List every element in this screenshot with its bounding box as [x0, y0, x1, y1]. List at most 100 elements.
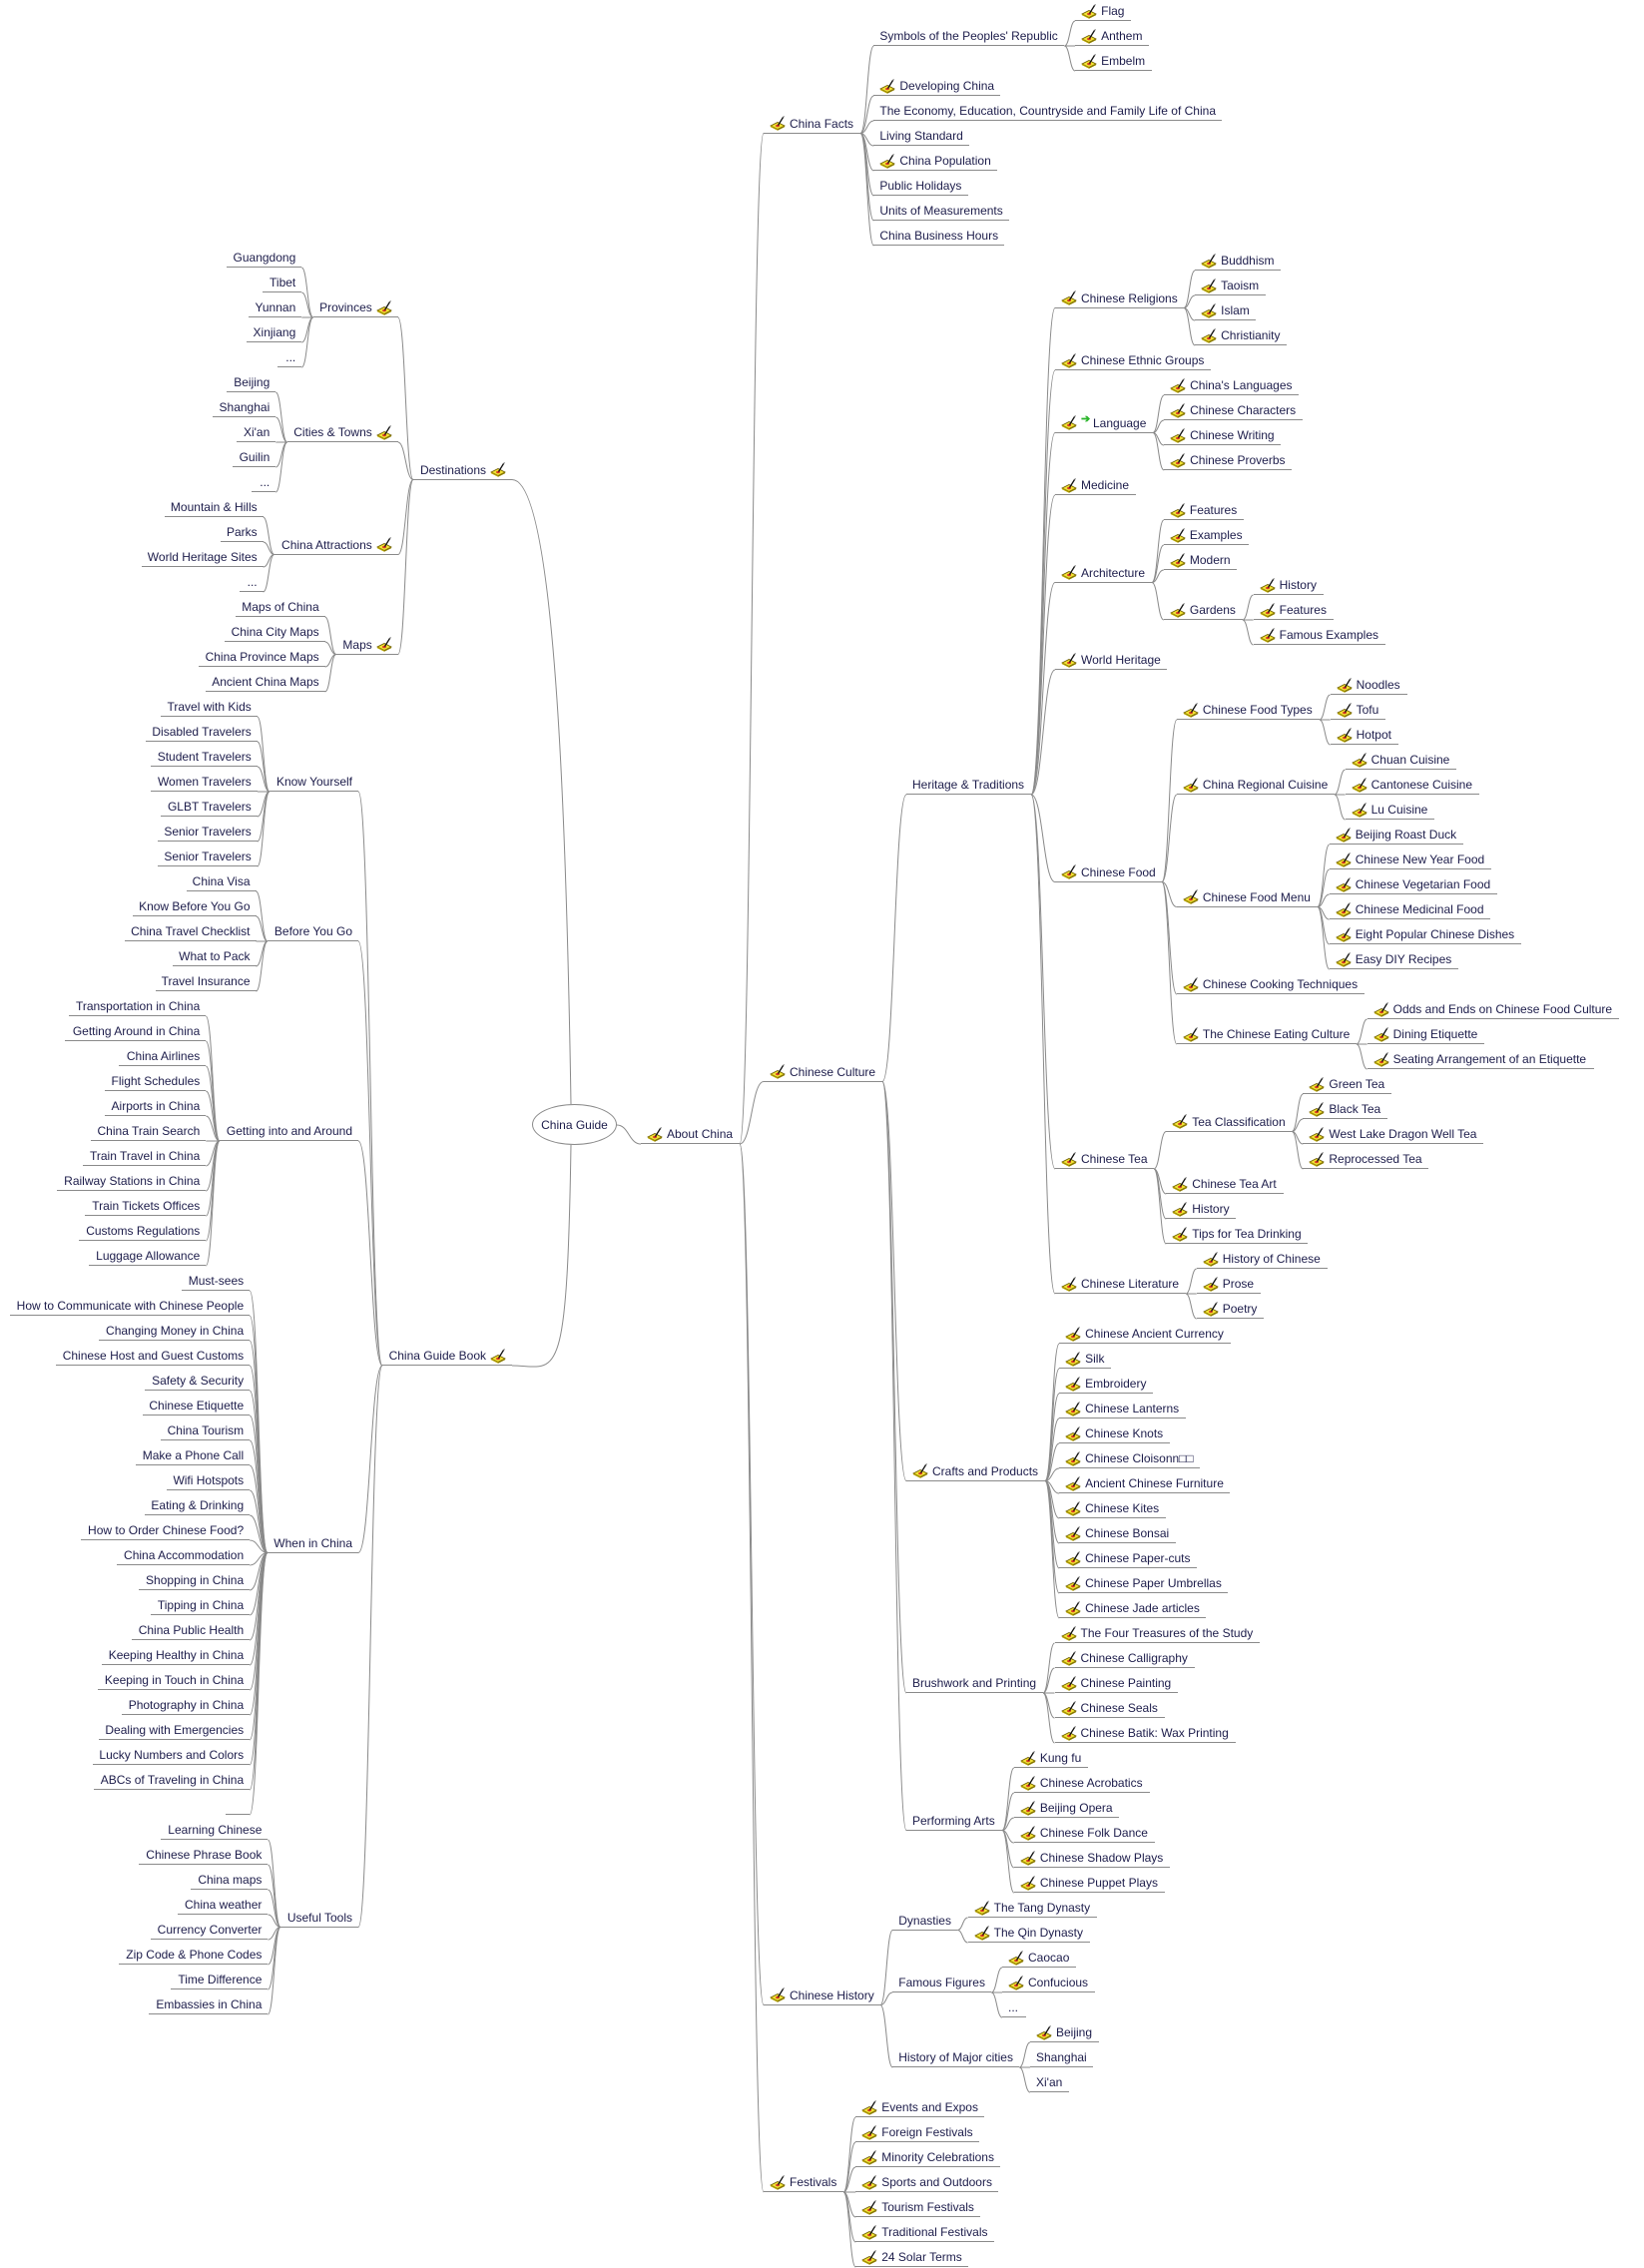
node-features[interactable]: Features: [1253, 601, 1334, 620]
node-easy-diy-recipes[interactable]: Easy DIY Recipes: [1329, 950, 1458, 969]
node-chinese-vegetarian-food[interactable]: Chinese Vegetarian Food: [1329, 875, 1497, 894]
node-chinese-ethnic-groups[interactable]: Chinese Ethnic Groups: [1055, 351, 1211, 370]
node-beijing[interactable]: Beijing: [1030, 2023, 1099, 2042]
node-the-tang-dynasty[interactable]: The Tang Dynasty: [967, 1899, 1097, 1918]
node-history-of-chinese[interactable]: History of Chinese: [1196, 1250, 1328, 1269]
node-minority-celebrations[interactable]: Minority Celebrations: [855, 2148, 1001, 2167]
node-luggage-allowance[interactable]: Luggage Allowance: [89, 1247, 207, 1266]
node-history[interactable]: History: [1253, 576, 1324, 595]
node-before-you-go[interactable]: Before You Go: [268, 922, 358, 941]
node-chinese-folk-dance[interactable]: Chinese Folk Dance: [1013, 1824, 1155, 1843]
node-developing-china[interactable]: Developing China: [873, 77, 1001, 96]
node-getting-into-and-around[interactable]: Getting into and Around: [220, 1122, 358, 1141]
node-chinese-seals[interactable]: Chinese Seals: [1054, 1699, 1165, 1718]
node-embelm[interactable]: Embelm: [1075, 52, 1153, 71]
node-railway-stations-in-china[interactable]: Railway Stations in China: [57, 1172, 207, 1191]
node-dealing-with-emergencies[interactable]: Dealing with Emergencies: [99, 1721, 251, 1740]
node-maps-of-china[interactable]: Maps of China: [235, 598, 325, 617]
node-hotpot[interactable]: Hotpot: [1330, 726, 1398, 745]
node-modern[interactable]: Modern: [1163, 551, 1237, 570]
node-cities-towns[interactable]: Cities & Towns: [286, 423, 398, 442]
node-buddhism[interactable]: Buddhism: [1195, 252, 1282, 271]
node-lu-cuisine[interactable]: Lu Cuisine: [1345, 801, 1434, 820]
node-lucky-numbers-and-colors[interactable]: Lucky Numbers and Colors: [93, 1746, 251, 1765]
node-chinese-history[interactable]: Chinese History: [764, 1986, 880, 2005]
node-zip-code-phone-codes[interactable]: Zip Code & Phone Codes: [119, 1946, 269, 1965]
node-features[interactable]: Features: [1163, 501, 1244, 520]
node-odds-and-ends-on-chinese-food-culture[interactable]: Odds and Ends on Chinese Food Culture: [1367, 1000, 1619, 1019]
node-parks[interactable]: Parks: [220, 523, 264, 542]
node-china-population[interactable]: China Population: [873, 152, 998, 171]
node-disabled-travelers[interactable]: Disabled Travelers: [145, 723, 258, 742]
node-how-to-order-chinese-food[interactable]: How to Order Chinese Food?: [81, 1521, 251, 1540]
node-chinese-paper-cuts[interactable]: Chinese Paper-cuts: [1059, 1549, 1198, 1568]
node-airports-in-china[interactable]: Airports in China: [105, 1097, 207, 1116]
node-chinese-bonsai[interactable]: Chinese Bonsai: [1059, 1524, 1177, 1543]
node-when-in-china[interactable]: When in China: [268, 1534, 358, 1553]
node-women-travelers[interactable]: Women Travelers: [150, 773, 258, 792]
node-flight-schedules[interactable]: Flight Schedules: [105, 1072, 207, 1091]
node-china-visa[interactable]: China Visa: [186, 872, 257, 891]
node-public-holidays[interactable]: Public Holidays: [873, 177, 969, 196]
node-history-of-major-cities[interactable]: History of Major cities: [892, 2048, 1020, 2067]
node-know-before-you-go[interactable]: Know Before You Go: [132, 897, 257, 916]
node-chinese-characters[interactable]: Chinese Characters: [1164, 401, 1304, 420]
node-empty[interactable]: ...: [277, 348, 302, 367]
node-make-a-phone-call[interactable]: Make a Phone Call: [136, 1446, 251, 1465]
node-history[interactable]: History: [1166, 1200, 1237, 1219]
node-chinese-tea[interactable]: Chinese Tea: [1055, 1150, 1154, 1169]
node-chuan-cuisine[interactable]: Chuan Cuisine: [1345, 751, 1456, 770]
node-how-to-communicate-with-chinese-people[interactable]: How to Communicate with Chinese People: [10, 1297, 251, 1316]
node-yunnan[interactable]: Yunnan: [249, 298, 302, 317]
node-performing-arts[interactable]: Performing Arts: [906, 1812, 1002, 1831]
node-travel-with-kids[interactable]: Travel with Kids: [160, 698, 258, 717]
node-24-solar-terms[interactable]: 24 Solar Terms: [855, 2248, 969, 2267]
node-poetry[interactable]: Poetry: [1196, 1300, 1264, 1319]
node-chinese-knots[interactable]: Chinese Knots: [1059, 1424, 1171, 1443]
node-shanghai[interactable]: Shanghai: [213, 398, 276, 417]
node-china-business-hours[interactable]: China Business Hours: [873, 227, 1005, 246]
node-empty[interactable]: ...: [252, 473, 276, 492]
node-gardens[interactable]: Gardens: [1163, 601, 1243, 620]
node-foreign-festivals[interactable]: Foreign Festivals: [855, 2123, 980, 2142]
node-islam[interactable]: Islam: [1195, 301, 1257, 320]
node-china-train-search[interactable]: China Train Search: [91, 1122, 207, 1141]
node-china-weather[interactable]: China weather: [178, 1896, 269, 1915]
node-glbt-travelers[interactable]: GLBT Travelers: [160, 798, 258, 817]
node-chinese-painting[interactable]: Chinese Painting: [1054, 1674, 1178, 1693]
node-chinese-culture[interactable]: Chinese Culture: [764, 1063, 882, 1082]
node-chinese-food-menu[interactable]: Chinese Food Menu: [1176, 888, 1318, 907]
node-the-economy-education-countryside-and-family-life-of-china[interactable]: The Economy, Education, Countryside and …: [873, 102, 1223, 121]
node-chinese-batik-wax-printing[interactable]: Chinese Batik: Wax Printing: [1054, 1724, 1236, 1743]
node-beijing[interactable]: Beijing: [227, 373, 276, 392]
node-china-attractions[interactable]: China Attractions: [274, 536, 398, 555]
node-xi-an[interactable]: Xi'an: [237, 423, 276, 442]
root-node[interactable]: China Guide: [532, 1104, 617, 1145]
node-brushwork-and-printing[interactable]: Brushwork and Printing: [906, 1674, 1043, 1693]
node-chinese-acrobatics[interactable]: Chinese Acrobatics: [1013, 1774, 1150, 1793]
node-reprocessed-tea[interactable]: Reprocessed Tea: [1303, 1150, 1429, 1169]
node-senior-travelers[interactable]: Senior Travelers: [157, 848, 258, 866]
node-maps[interactable]: Maps: [335, 636, 398, 655]
node-china-travel-checklist[interactable]: China Travel Checklist: [124, 922, 257, 941]
node-currency-converter[interactable]: Currency Converter: [151, 1921, 269, 1940]
node-empty[interactable]: ...: [1002, 1998, 1026, 2017]
node-world-heritage-sites[interactable]: World Heritage Sites: [141, 548, 264, 567]
node-chinese-writing[interactable]: Chinese Writing: [1164, 426, 1282, 445]
node-train-travel-in-china[interactable]: Train Travel in China: [83, 1147, 207, 1166]
node-empty[interactable]: [226, 1796, 251, 1815]
node-chinese-tea-art[interactable]: Chinese Tea Art: [1166, 1175, 1285, 1194]
node-chinese-literature[interactable]: Chinese Literature: [1055, 1275, 1186, 1294]
node-examples[interactable]: Examples: [1163, 526, 1249, 545]
node-units-of-measurements[interactable]: Units of Measurements: [873, 202, 1010, 221]
node-china-guide-book[interactable]: China Guide Book: [382, 1347, 512, 1366]
node-china-maps[interactable]: China maps: [191, 1871, 269, 1890]
node-china-tourism[interactable]: China Tourism: [161, 1421, 251, 1440]
node-confucious[interactable]: Confucious: [1002, 1974, 1095, 1992]
node-chinese-food-types[interactable]: Chinese Food Types: [1176, 701, 1320, 720]
node-tofu[interactable]: Tofu: [1330, 701, 1385, 720]
node-abcs-of-traveling-in-china[interactable]: ABCs of Traveling in China: [94, 1771, 251, 1790]
node-train-tickets-offices[interactable]: Train Tickets Offices: [85, 1197, 207, 1216]
node-heritage-traditions[interactable]: Heritage & Traditions: [906, 776, 1031, 795]
node-getting-around-in-china[interactable]: Getting Around in China: [65, 1022, 207, 1041]
